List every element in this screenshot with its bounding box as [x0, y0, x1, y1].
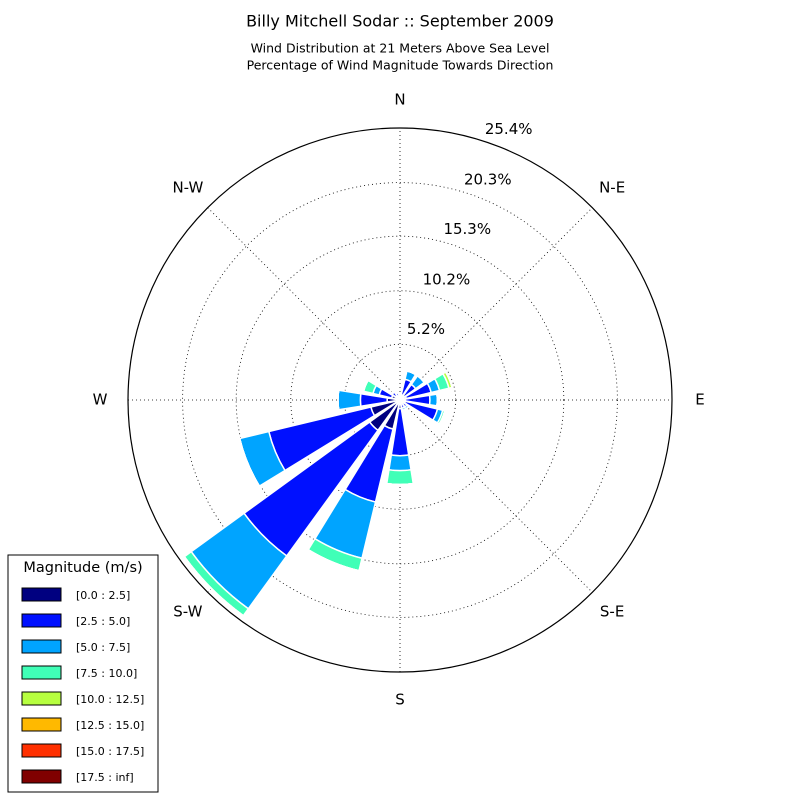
legend-label: [12.5 : 15.0] [76, 719, 144, 732]
wind-segment [307, 549, 360, 572]
chart-subtitle: Wind Distribution at 21 Meters Above Sea… [251, 41, 550, 56]
direction-label: N [394, 91, 405, 109]
r-tick-label: 5.2% [407, 320, 445, 338]
wind-segment [395, 390, 399, 394]
chart-title: Billy Mitchell Sodar :: September 2009 [246, 12, 554, 31]
direction-label: S-W [173, 603, 202, 621]
wind-segment [385, 468, 415, 486]
legend-label: [15.0 : 17.5] [76, 745, 144, 758]
direction-label: S-E [600, 603, 624, 621]
legend-label: [0.0 : 2.5] [76, 589, 130, 602]
legend-swatch [21, 665, 62, 680]
r-tick-label: 20.3% [464, 171, 512, 189]
direction-label: W [93, 391, 108, 409]
wind-segment [362, 380, 369, 392]
legend-swatch [21, 613, 62, 628]
direction-label: N-E [599, 178, 625, 196]
legend-label: [10.0 : 12.5] [76, 693, 144, 706]
legend-label: [2.5 : 5.0] [76, 615, 130, 628]
legend-swatch [21, 691, 62, 706]
direction-label: S [395, 691, 405, 709]
wind-segment [337, 389, 362, 411]
bars [183, 369, 453, 617]
legend-swatch [21, 743, 62, 758]
legend-label: [7.5 : 10.0] [76, 667, 137, 680]
wind-segment [337, 390, 340, 410]
direction-label: E [695, 391, 704, 409]
r-tick-label: 25.4% [485, 120, 533, 138]
r-tick-label: 10.2% [423, 270, 471, 288]
r-tick-label: 15.3% [443, 220, 491, 238]
legend-swatch [21, 587, 62, 602]
grid-ring [182, 182, 618, 618]
legend: Magnitude (m/s) [0.0 : 2.5] [2.5 : 5.0] [5… [7, 554, 159, 793]
wind-segment [386, 482, 414, 486]
wind-segment [428, 393, 439, 407]
chart-subtitle: Percentage of Wind Magnitude Towards Dir… [247, 58, 554, 73]
legend-title: Magnitude (m/s) [23, 560, 142, 576]
legend-swatch [21, 639, 62, 654]
wind-segment [388, 454, 412, 472]
wind-segment [402, 408, 406, 412]
legend-swatch [21, 769, 62, 784]
polar-frame [127, 127, 673, 673]
grid-ring [343, 343, 457, 457]
legend-swatch [21, 717, 62, 732]
legend-label: [17.5 : inf] [76, 771, 134, 784]
grid-ring [235, 235, 565, 565]
legend-label: [5.0 : 7.5] [76, 641, 130, 654]
direction-label: N-W [172, 178, 203, 196]
